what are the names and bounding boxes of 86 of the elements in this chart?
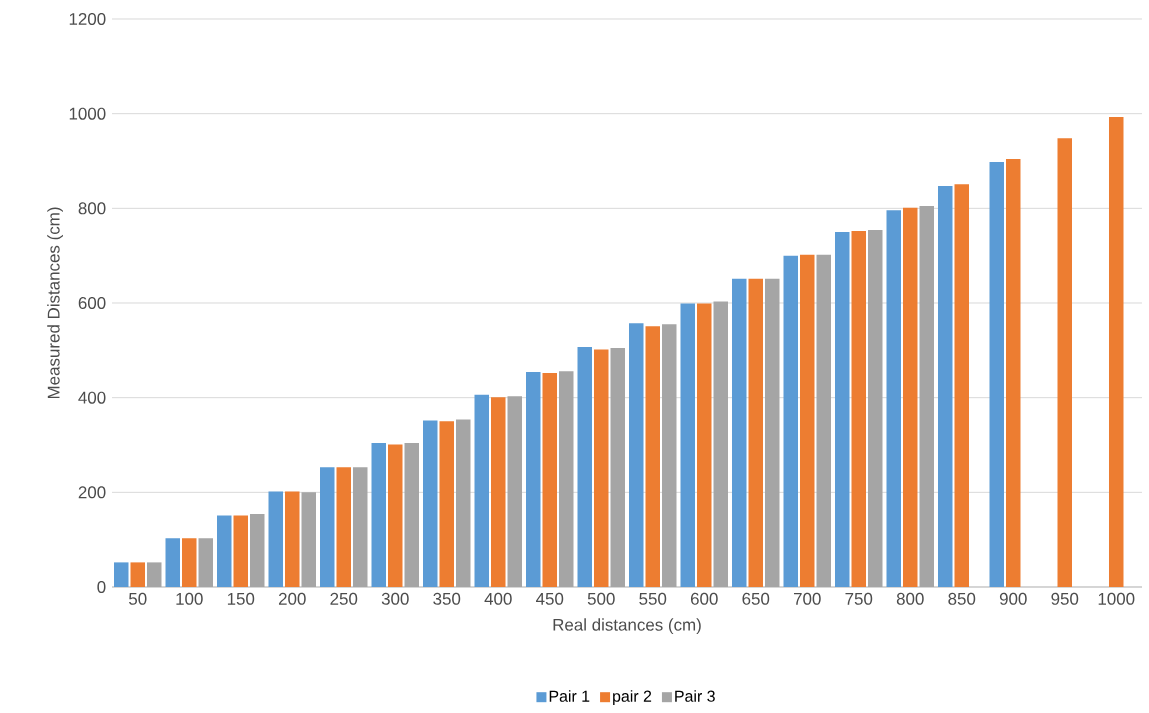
bar	[765, 278, 780, 587]
bar	[851, 231, 866, 587]
bar	[268, 491, 283, 587]
bar	[147, 562, 162, 587]
bar	[629, 323, 644, 587]
x-tick-label: 900	[999, 592, 1027, 605]
x-tick-label: 600	[690, 592, 718, 605]
bar	[919, 205, 934, 587]
bar	[165, 538, 180, 587]
x-tick-label: 400	[484, 592, 512, 605]
x-tick-label: 300	[381, 592, 409, 605]
legend-label: Pair 1	[549, 690, 590, 702]
bar	[989, 161, 1004, 587]
bar	[336, 467, 351, 587]
bar	[783, 255, 798, 587]
bar	[1109, 116, 1124, 587]
x-tick-label: 800	[896, 592, 924, 605]
bar	[130, 562, 145, 587]
bar	[835, 232, 850, 587]
bar	[1006, 159, 1021, 587]
bar	[217, 515, 232, 587]
x-tick-label: 750	[845, 592, 873, 605]
legend-label: Pair 3	[675, 690, 715, 702]
bar	[371, 443, 386, 587]
bar	[610, 347, 625, 587]
x-tick-label: 700	[793, 592, 821, 605]
bar	[903, 207, 918, 587]
bar	[542, 373, 557, 587]
bar	[404, 443, 419, 587]
x-tick-label: 450	[536, 592, 564, 605]
x-tick-label: 150	[227, 592, 255, 605]
y-tick-label: 200	[78, 486, 106, 499]
x-tick-label: 850	[948, 592, 976, 605]
x-tick-label: 550	[639, 592, 667, 605]
bar	[886, 210, 901, 587]
bar	[748, 278, 763, 587]
bar	[816, 254, 831, 587]
y-tick-label: 0	[97, 581, 106, 593]
y-axis-title: Measured Distances (cm)	[47, 207, 63, 399]
bar	[114, 562, 129, 587]
bar	[474, 394, 489, 587]
bar	[868, 230, 883, 587]
y-tick-label: 800	[78, 202, 106, 215]
bar	[301, 492, 316, 587]
bar	[250, 514, 265, 587]
bar	[182, 538, 197, 587]
bar	[662, 324, 677, 587]
bar	[233, 515, 248, 587]
bar	[938, 186, 953, 587]
y-tick-label: 600	[78, 297, 106, 309]
y-tick-label: 1000	[69, 107, 106, 120]
x-tick-label: 500	[587, 592, 615, 605]
bar	[732, 278, 747, 587]
x-tick-label: 950	[1051, 592, 1079, 605]
x-tick-label: 650	[742, 592, 770, 605]
bar	[439, 421, 454, 587]
bar	[491, 397, 506, 587]
bar	[456, 419, 471, 587]
legend-label: pair 2	[613, 690, 652, 706]
bar	[713, 301, 728, 587]
bar	[285, 491, 300, 587]
bar	[645, 326, 660, 587]
bar	[388, 444, 403, 587]
x-tick-label: 1000	[1098, 592, 1135, 605]
y-tick-label: 1200	[69, 12, 106, 25]
bar	[423, 420, 438, 587]
x-axis-title: Real distances (cm)	[553, 618, 701, 635]
x-tick-label: 350	[433, 592, 461, 605]
x-tick-label: 100	[176, 592, 203, 605]
bar	[954, 184, 969, 587]
bar	[1057, 138, 1072, 587]
bar	[800, 254, 815, 587]
bar	[577, 347, 592, 587]
bar	[526, 372, 541, 587]
x-tick-label: 200	[278, 592, 306, 605]
bar	[559, 371, 574, 587]
bar	[198, 538, 213, 587]
bar	[353, 467, 368, 587]
y-tick-label: 400	[78, 391, 106, 404]
bar	[680, 303, 695, 587]
bar	[697, 303, 712, 587]
bar	[507, 396, 522, 587]
x-tick-label: 250	[330, 592, 358, 605]
bar	[320, 467, 335, 587]
x-tick-label: 50	[129, 592, 147, 605]
bar	[594, 349, 609, 587]
